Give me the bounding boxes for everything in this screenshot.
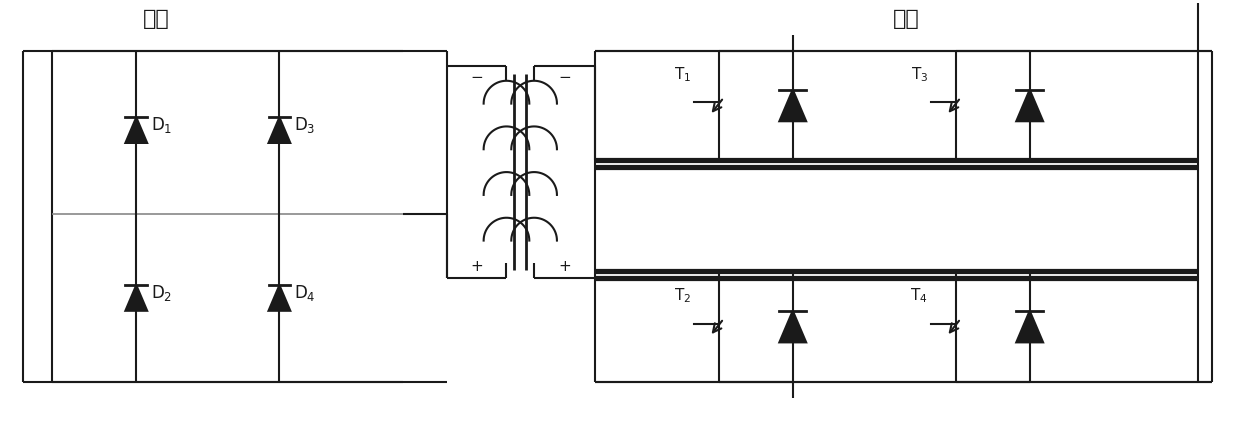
Text: D$_3$: D$_3$ (294, 115, 316, 135)
Text: +: + (558, 259, 572, 274)
Text: D$_2$: D$_2$ (151, 283, 172, 303)
Text: −: − (470, 70, 484, 85)
Polygon shape (125, 117, 148, 143)
Text: 低压: 低压 (893, 9, 920, 29)
Polygon shape (269, 117, 290, 143)
Text: T$_2$: T$_2$ (673, 286, 691, 305)
Polygon shape (125, 285, 148, 311)
Text: D$_1$: D$_1$ (151, 115, 172, 135)
Polygon shape (779, 90, 806, 121)
Polygon shape (779, 311, 806, 342)
Text: −: − (558, 70, 572, 85)
Text: D$_4$: D$_4$ (294, 283, 316, 303)
Text: T$_4$: T$_4$ (910, 286, 928, 305)
Text: T$_1$: T$_1$ (673, 65, 691, 84)
Text: T$_3$: T$_3$ (910, 65, 928, 84)
Polygon shape (1017, 311, 1043, 342)
Text: 高压: 高压 (143, 9, 170, 29)
Polygon shape (1017, 90, 1043, 121)
Text: +: + (470, 259, 484, 274)
Polygon shape (269, 285, 290, 311)
